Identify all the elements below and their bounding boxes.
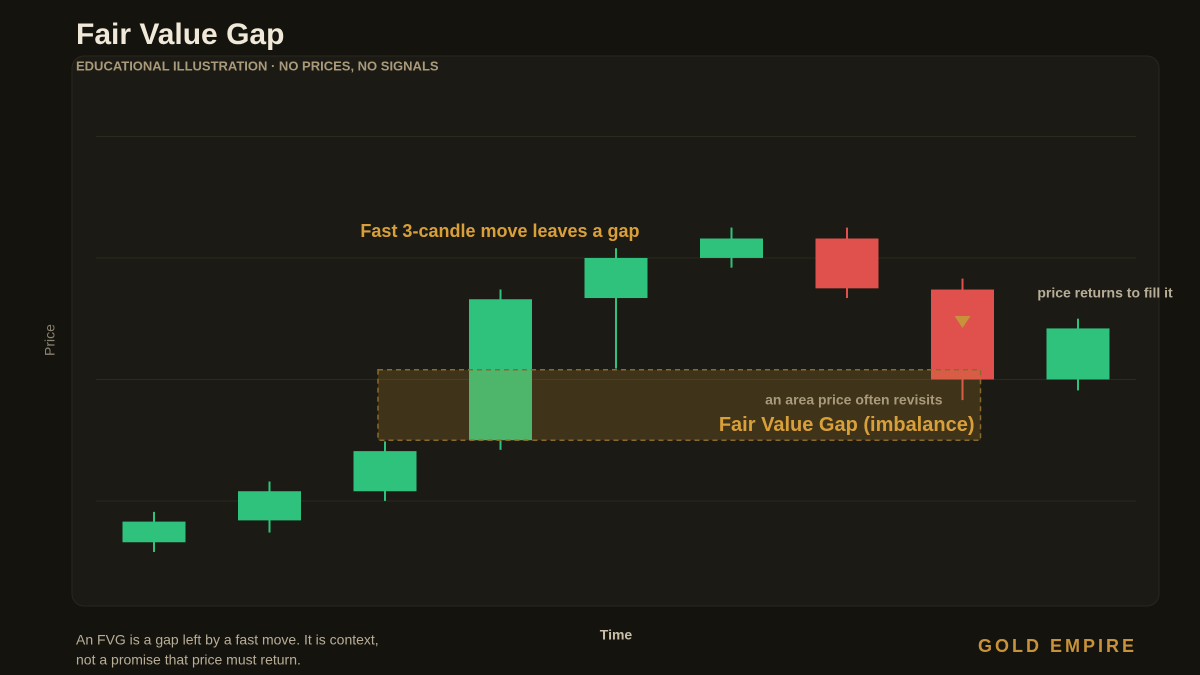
candle-body	[815, 238, 879, 289]
footnote: not a promise that price must return.	[76, 652, 301, 668]
x-axis-label: Time	[600, 627, 633, 643]
candle-body	[700, 238, 763, 258]
subtitle: EDUCATIONAL ILLUSTRATION · NO PRICES, NO…	[76, 58, 439, 73]
candle-body	[238, 491, 301, 521]
fvg-zone	[377, 368, 982, 441]
zone-label: Fair Value Gap (imbalance)	[719, 414, 975, 436]
arrow-marker	[954, 316, 971, 328]
candle-body	[931, 289, 994, 380]
candle-body	[353, 451, 417, 492]
candle-body	[584, 257, 648, 299]
footnote: An FVG is a gap left by a fast move. It …	[76, 632, 379, 648]
candle-body	[1046, 328, 1110, 380]
zone-sublabel: an area price often revisits	[765, 391, 943, 407]
brand: GOLD EMPIRE	[978, 636, 1137, 656]
y-axis-label: Price	[42, 324, 58, 356]
annotation: Fast 3-candle move leaves a gap	[360, 221, 639, 241]
annotation: price returns to fill it	[1037, 285, 1173, 301]
candle-body	[122, 521, 186, 543]
chart-title: Fair Value Gap	[76, 18, 284, 51]
